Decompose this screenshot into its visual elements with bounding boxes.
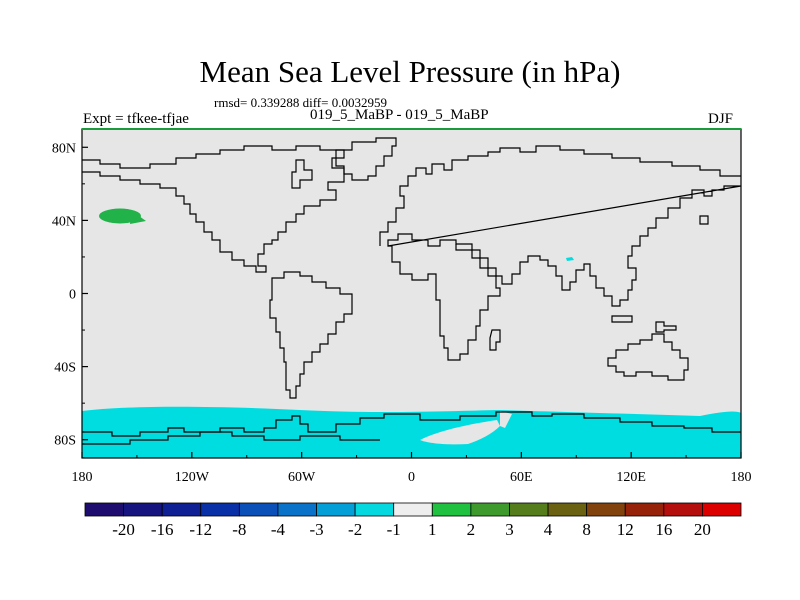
coastline-africa	[388, 244, 501, 361]
x-tick-label: 120W	[175, 470, 210, 485]
x-tick-label: 180	[72, 470, 93, 485]
experiment-label: Expt = tfkee-tfjae	[83, 111, 189, 127]
map-background	[82, 129, 741, 458]
map-title: Mean Sea Level Pressure (in hPa)	[199, 54, 621, 89]
x-axis: 180 120W 60W 0 60E 120E 180	[72, 452, 752, 485]
colorbar-swatch	[84, 502, 124, 517]
colorbar-label: -16	[151, 520, 174, 539]
y-tick-label: 80S	[54, 434, 76, 449]
coastline-asia-east	[387, 185, 742, 307]
stats-text: rmsd= 0.339288 diff= 0.0032959	[214, 95, 387, 110]
x-tick-label: 180	[731, 470, 752, 485]
x-tick-label: 60E	[510, 470, 533, 485]
season-label: DJF	[708, 111, 734, 127]
coastline-new-guinea	[655, 321, 677, 333]
colorbar-swatch	[161, 502, 202, 517]
coastline-japan	[699, 215, 709, 225]
coastline-south-america	[269, 271, 353, 399]
colorbar-swatch	[354, 502, 395, 517]
x-tick-label: 120E	[616, 470, 646, 485]
colorbar	[84, 502, 742, 517]
colorbar-label: -8	[232, 520, 246, 539]
colorbar-swatch	[200, 502, 240, 517]
colorbar-label: 1	[428, 520, 437, 539]
north-pacific-anomaly	[99, 208, 141, 224]
coastline-north-america	[82, 145, 345, 273]
colorbar-label: -4	[271, 520, 286, 539]
colorbar-swatch	[393, 502, 433, 517]
coastline-madagascar	[489, 329, 501, 351]
colorbar-swatch	[238, 502, 279, 517]
coastline-hudson-bay	[291, 159, 313, 189]
antarctic-clear-strip	[500, 411, 512, 428]
antarctic-clear-patch	[420, 420, 500, 445]
colorbar-swatch	[663, 502, 703, 517]
map-panel	[81, 128, 742, 459]
colorbar-swatch	[509, 502, 549, 517]
colorbar-label: -1	[387, 520, 401, 539]
colorbar-label: 3	[505, 520, 514, 539]
colorbar-label: 12	[617, 520, 634, 539]
coastline-australia	[607, 333, 689, 381]
colorbar-swatch	[470, 502, 510, 517]
coastline-antarctica	[82, 411, 741, 437]
colorbar-labels: -20 -16 -12 -8 -4 -3 -2 -1 1 2 3 4 8 12 16 20	[112, 520, 711, 539]
north-pacific-anomaly-tail	[130, 211, 146, 224]
colorbar-swatch	[123, 502, 163, 517]
colorbar-label: 2	[467, 520, 476, 539]
y-tick-label: 80N	[52, 141, 76, 156]
colorbar-label: -20	[112, 520, 135, 539]
x-tick-label: 60W	[288, 470, 316, 485]
small-anomaly-patch	[566, 257, 574, 261]
colorbar-swatch	[277, 502, 317, 517]
colorbar-label: 4	[544, 520, 553, 539]
colorbar-swatch	[702, 502, 742, 517]
colorbar-label: 8	[582, 520, 591, 539]
coastline-eurasia-africa	[379, 145, 741, 246]
x-tick-label: 0	[408, 470, 415, 485]
colorbar-swatch	[547, 502, 588, 517]
colorbar-swatch	[316, 502, 356, 517]
y-tick-label: 40S	[54, 361, 76, 376]
colorbar-swatch	[624, 502, 665, 517]
coastline-antarctica-inner	[82, 431, 380, 445]
y-axis: 80N 40N 0 40S 80S	[52, 141, 88, 449]
southern-ocean-anomaly	[82, 406, 741, 458]
colorbar-label: 20	[694, 520, 711, 539]
colorbar-label: -3	[309, 520, 323, 539]
coastline-indonesia	[611, 315, 633, 323]
runs-label: 019_5_MaBP - 019_5_MaBP	[310, 107, 489, 123]
coastlines	[82, 137, 742, 445]
colorbar-label: -12	[189, 520, 212, 539]
y-tick-label: 0	[69, 288, 76, 303]
coastline-greenland	[335, 137, 397, 181]
colorbar-swatch	[431, 502, 472, 517]
colorbar-swatch	[586, 502, 626, 517]
colorbar-label: -2	[348, 520, 362, 539]
y-tick-label: 40N	[52, 214, 76, 229]
colorbar-label: 16	[655, 520, 672, 539]
